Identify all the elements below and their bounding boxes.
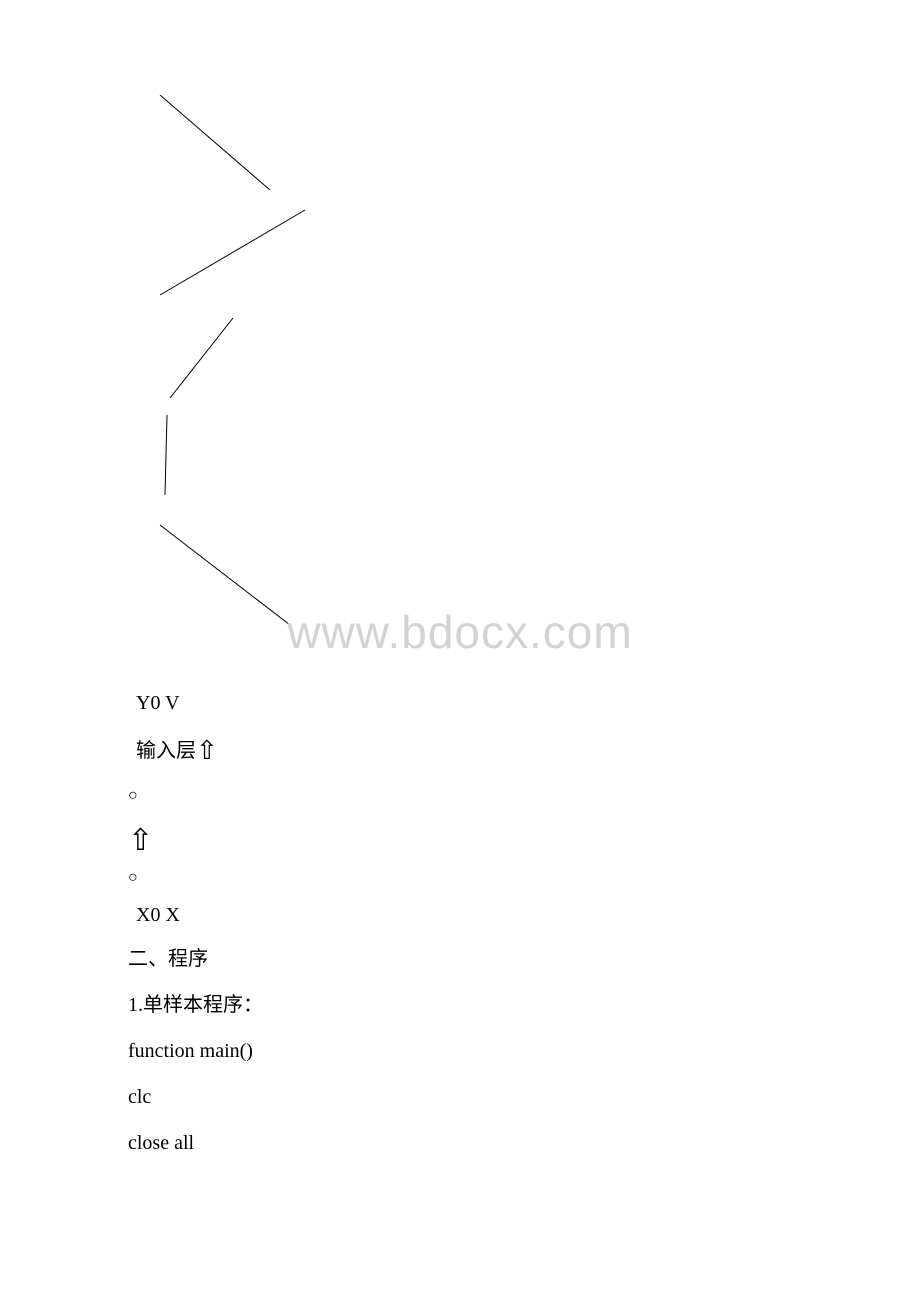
content-block: Y0 V 输入层 ⇧ ○ ⇧ ○ X0 X 二、程序 1.单样本程序： func… — [128, 688, 263, 1176]
arrow-up-icon-2: ⇧ — [128, 826, 153, 856]
label-x0x: X0 X — [128, 900, 263, 930]
diagram-sketch — [140, 95, 440, 635]
diagram-line-4 — [165, 415, 167, 495]
diagram-line-3 — [170, 318, 233, 398]
code-line-2: clc — [128, 1082, 263, 1112]
diagram-svg — [140, 95, 440, 635]
arrow-up-icon-1: ⇧ — [196, 738, 218, 764]
label-input-layer-row: 输入层 ⇧ — [128, 736, 263, 766]
diagram-line-1 — [160, 95, 270, 190]
watermark-text: www.bdocx.com — [0, 605, 920, 659]
label-y0v: Y0 V — [128, 688, 263, 718]
circle-glyph-2: ○ — [128, 866, 263, 890]
label-input-layer: 输入层 — [136, 736, 196, 766]
arrow-row: ⇧ — [128, 826, 263, 856]
label-x0x-text: X0 X — [136, 900, 180, 930]
section-heading-2: 二、程序 — [128, 944, 263, 974]
circle-glyph-1: ○ — [128, 784, 263, 808]
label-y0v-text: Y0 V — [136, 688, 180, 718]
diagram-line-5 — [160, 525, 290, 625]
diagram-line-2 — [160, 210, 305, 295]
code-line-3: close all — [128, 1128, 263, 1158]
code-line-1: function main() — [128, 1036, 263, 1066]
item-1-heading: 1.单样本程序： — [128, 990, 263, 1020]
